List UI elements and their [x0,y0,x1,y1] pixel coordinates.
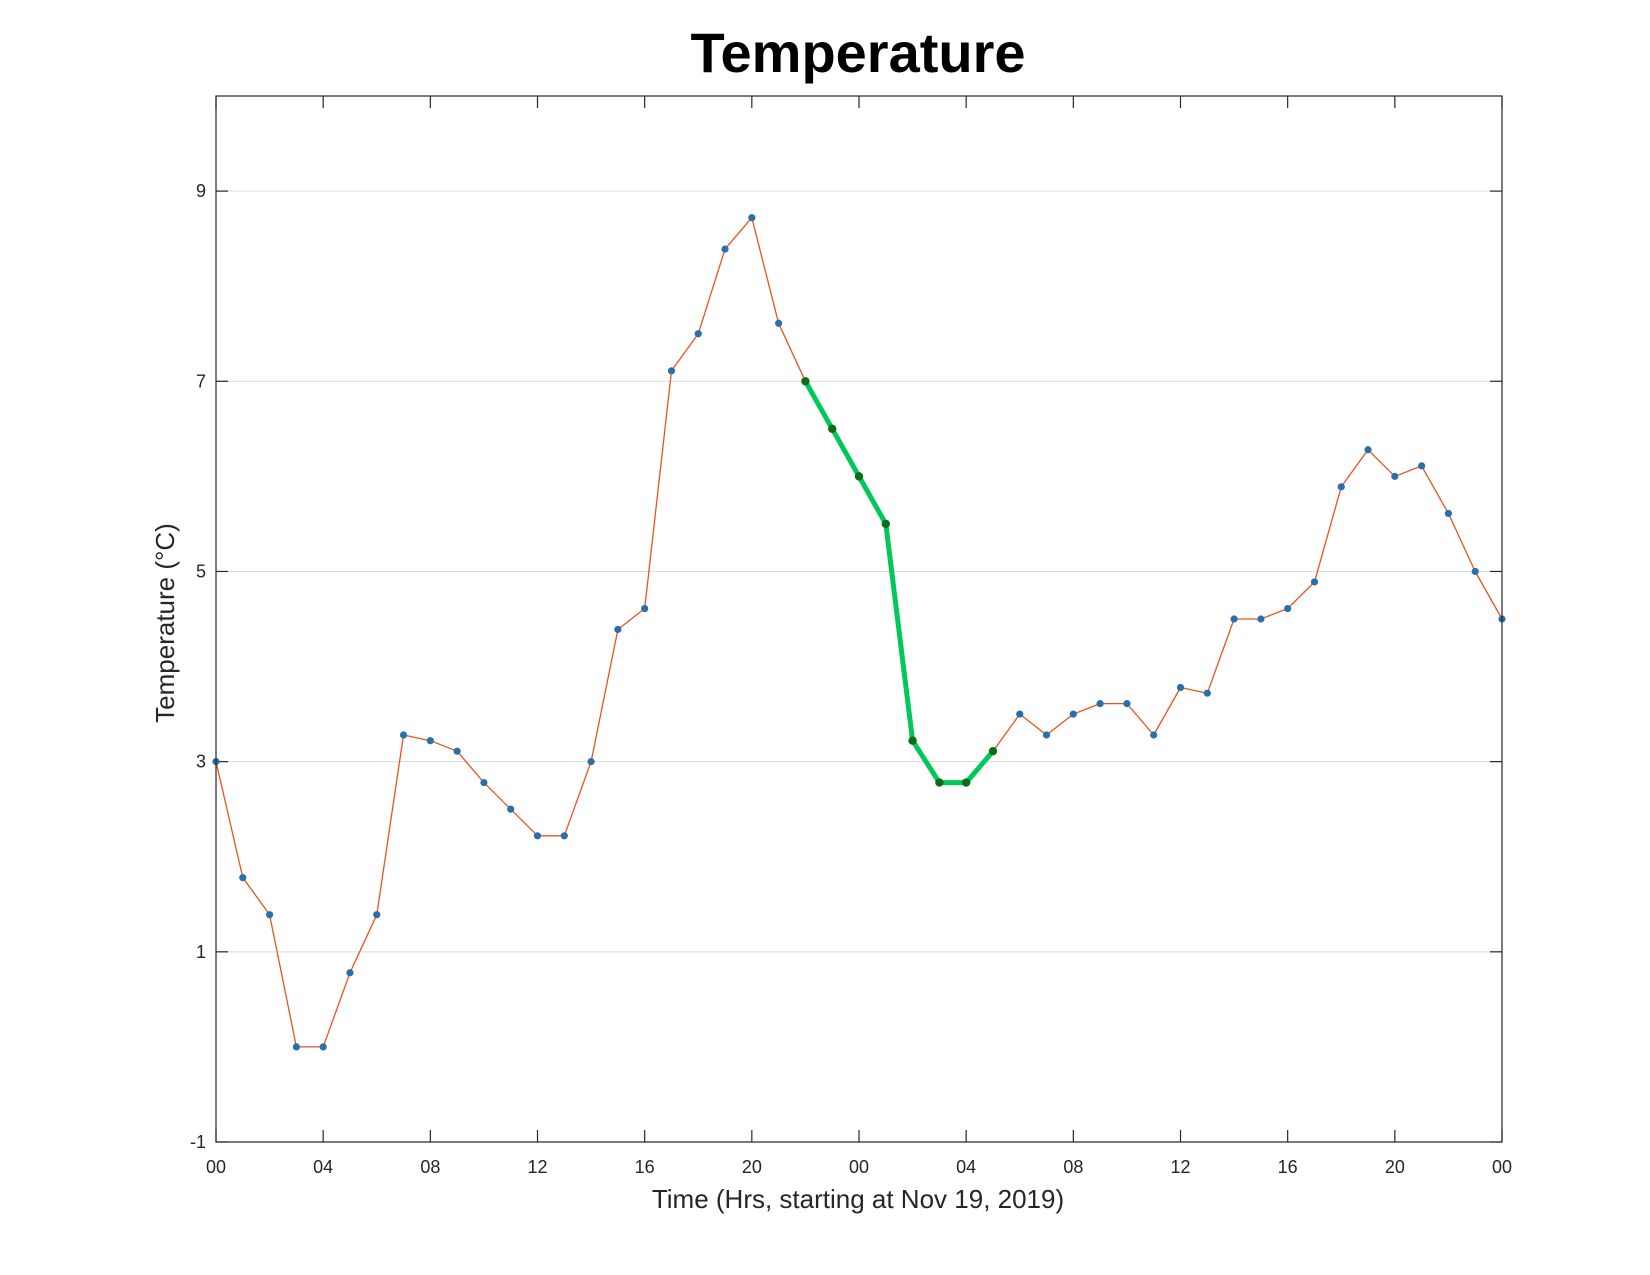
data-point [1364,446,1372,454]
y-tick-label: 7 [196,371,206,391]
data-point [1444,509,1453,518]
data-point [1230,615,1238,623]
x-tick-labels: 00 04 08 12 16 20 00 04 08 12 16 20 00 [206,1157,1512,1177]
highlight-point [828,424,837,434]
x-tick-label: 00 [206,1157,226,1177]
highlight-point [961,778,971,787]
data-point [1391,472,1399,480]
data-point [587,758,595,766]
highlight-point [908,736,917,745]
data-point [319,1043,327,1051]
y-tick-label: 9 [196,181,206,201]
y-axis-label: Temperature (°C) [150,523,180,723]
data-point [373,911,381,919]
x-tick-label: 08 [1063,1157,1083,1177]
data-point [775,319,783,327]
data-point [1123,700,1131,708]
temperature-line [215,217,1503,1048]
data-point [694,330,702,338]
x-tick-label: 20 [742,1157,762,1177]
data-point [1150,731,1158,739]
grid-lines [216,190,1502,953]
data-point [560,832,568,840]
data-point [641,604,649,613]
data-point [480,778,488,787]
data-point [721,245,729,253]
data-point [507,805,515,813]
x-tick-label: 00 [849,1157,869,1177]
data-point [1096,700,1104,708]
series-layer [212,214,1506,1051]
highlight-point [881,519,890,529]
data-point [1069,710,1077,718]
x-tick-label: 16 [1278,1157,1298,1177]
data-point [1310,578,1319,586]
data-point [1418,462,1426,470]
data-point [1337,483,1345,491]
plot-frame [215,95,1503,1143]
data-point [1257,615,1265,623]
highlight-line [802,378,996,786]
data-point [667,367,676,375]
highlight-point [935,778,944,787]
highlight-point [854,472,864,481]
x-axis-label: Time (Hrs, starting at Nov 19, 2019) [652,1184,1064,1214]
data-point [399,731,408,739]
y-tick-label: 5 [196,561,206,581]
data-point [1284,604,1292,613]
data-point [265,911,274,919]
data-point [426,737,434,745]
y-tick-label: -1 [190,1132,206,1152]
highlight-point [988,746,998,756]
x-tick-label: 08 [420,1157,440,1177]
y-tick-label: 1 [196,942,206,962]
x-tick-label: 20 [1385,1157,1405,1177]
data-point [533,832,542,840]
data-point [748,214,756,222]
data-point [614,625,622,634]
data-point [1176,683,1185,692]
data-point [453,747,461,755]
x-tick-label: 12 [527,1157,547,1177]
data-point [1042,731,1051,739]
axis-ticks [215,96,1503,1143]
data-point [1016,710,1024,718]
data-point [1203,689,1211,697]
data-point [239,874,247,882]
x-tick-label: 00 [1492,1157,1512,1177]
data-point [346,969,354,977]
x-tick-label: 16 [635,1157,655,1177]
y-tick-label: 3 [196,752,206,772]
highlight-point [801,377,810,386]
data-point [292,1043,300,1051]
y-tick-labels: -1 1 3 5 7 9 [190,181,206,1152]
data-point [1471,567,1479,576]
x-tick-label: 04 [313,1157,333,1177]
x-tick-label: 04 [956,1157,976,1177]
chart-title: Temperature [690,21,1025,84]
x-tick-label: 12 [1170,1157,1190,1177]
